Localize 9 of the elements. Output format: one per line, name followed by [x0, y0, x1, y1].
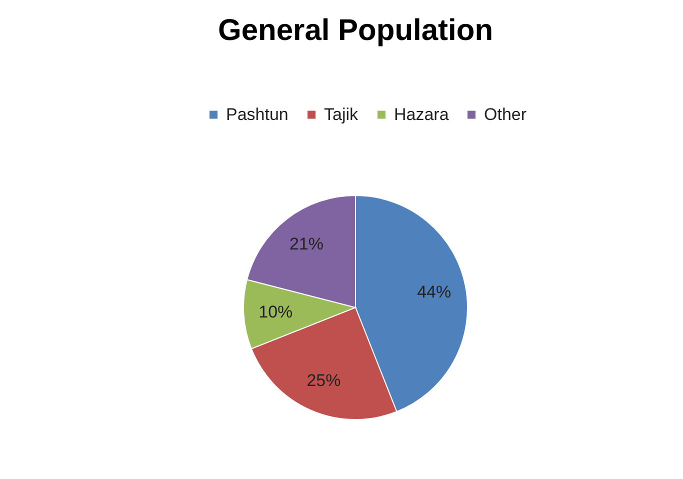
chart-title: General Population [218, 14, 494, 47]
legend-label: Pashtun [226, 104, 288, 124]
legend-label: Hazara [394, 104, 450, 124]
legend-label: Other [484, 104, 527, 124]
data-label: 44% [417, 282, 452, 302]
legend-label: Tajik [324, 104, 359, 124]
data-label: 21% [289, 234, 324, 254]
data-label: 25% [306, 370, 341, 390]
data-label: 10% [258, 302, 293, 322]
